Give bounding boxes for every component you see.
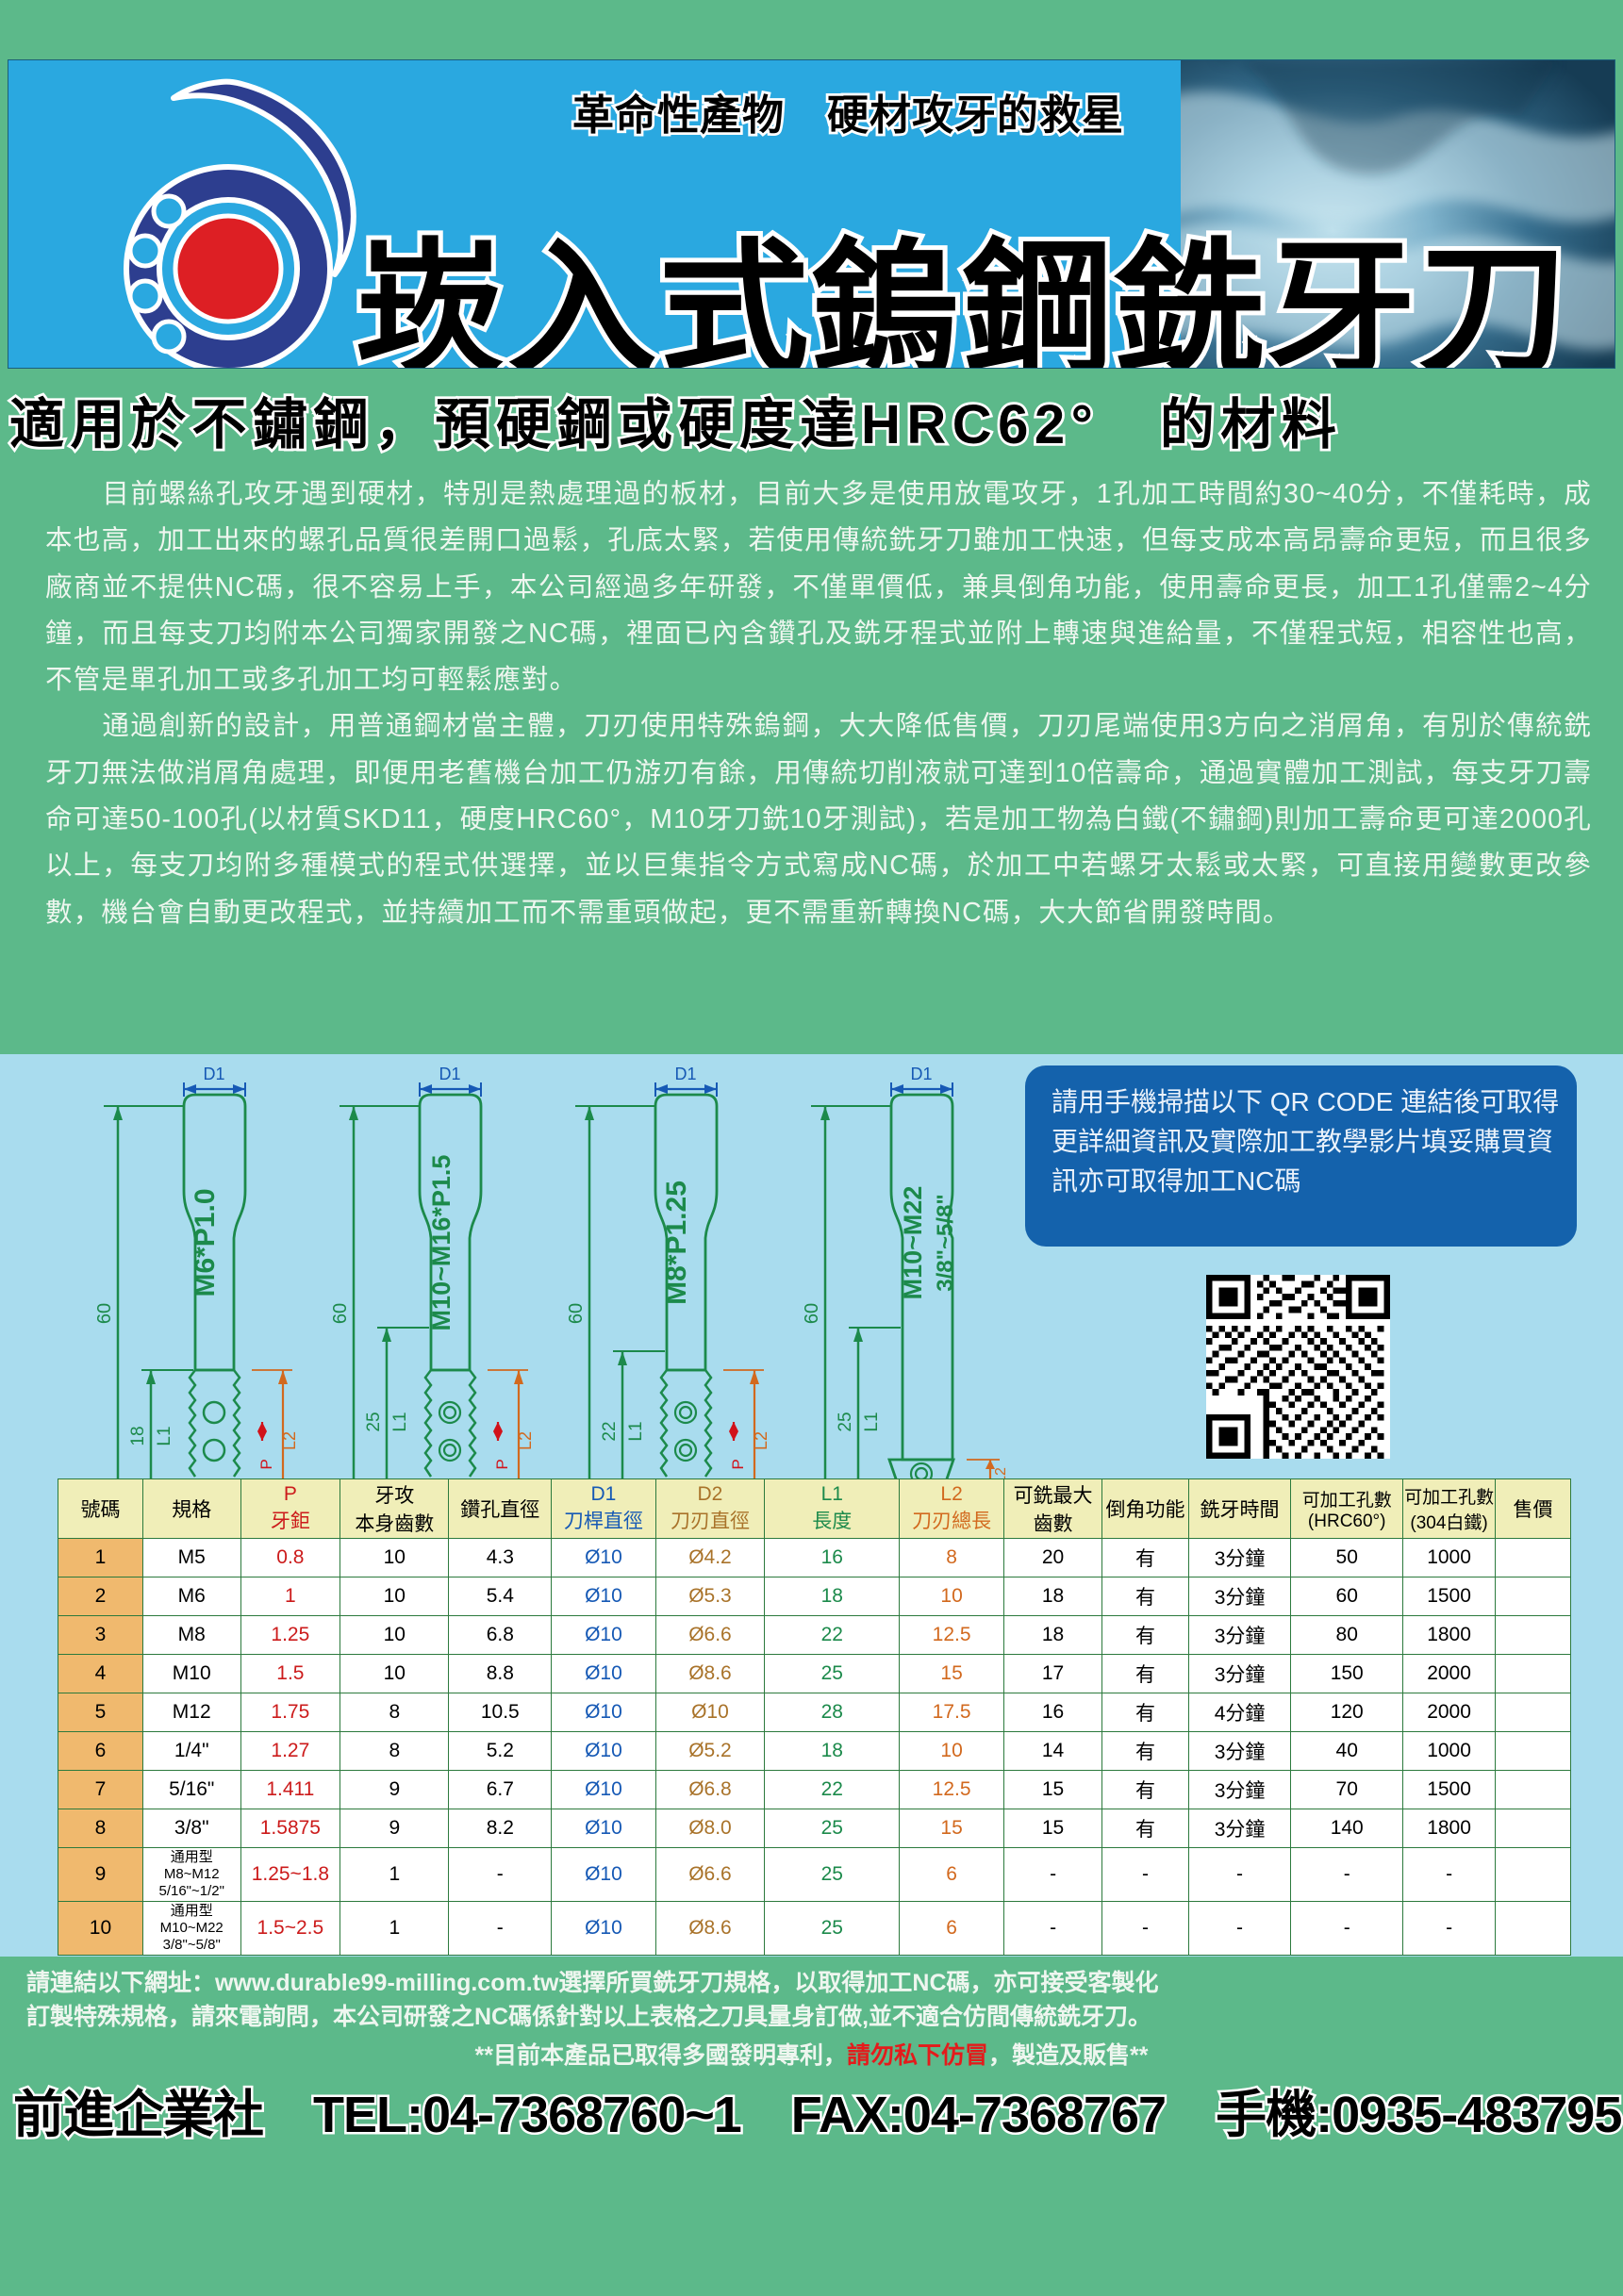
svg-text:M8*P1.25: M8*P1.25: [661, 1181, 692, 1305]
svg-text:L1: L1: [390, 1412, 410, 1431]
svg-text:3/8"~5/8": 3/8"~5/8": [933, 1194, 958, 1292]
svg-text:M10~M16*P1.5: M10~M16*P1.5: [427, 1155, 455, 1331]
svg-text:D1: D1: [439, 1065, 460, 1083]
svg-text:D1: D1: [910, 1065, 932, 1083]
svg-text:D1: D1: [674, 1065, 696, 1083]
svg-text:P: P: [729, 1459, 747, 1469]
svg-text:M6*P1.0: M6*P1.0: [190, 1188, 221, 1297]
svg-text:22: 22: [600, 1421, 620, 1441]
svg-text:L2: L2: [516, 1431, 535, 1450]
svg-text:P: P: [493, 1459, 511, 1469]
svg-text:M10~M22: M10~M22: [899, 1186, 927, 1300]
svg-text:60: 60: [330, 1303, 351, 1324]
svg-text:25: 25: [836, 1412, 855, 1431]
svg-text:L2: L2: [280, 1431, 299, 1450]
svg-text:60: 60: [802, 1303, 822, 1324]
svg-text:L1: L1: [626, 1421, 646, 1441]
svg-text:L2: L2: [752, 1431, 770, 1450]
svg-text:D1: D1: [203, 1065, 224, 1083]
svg-text:60: 60: [566, 1303, 587, 1324]
svg-text:25: 25: [364, 1412, 384, 1431]
svg-text:18: 18: [128, 1426, 148, 1445]
svg-text:P: P: [257, 1459, 275, 1469]
svg-text:60: 60: [94, 1303, 115, 1324]
svg-text:L1: L1: [155, 1426, 174, 1445]
svg-text:L1: L1: [862, 1412, 882, 1431]
